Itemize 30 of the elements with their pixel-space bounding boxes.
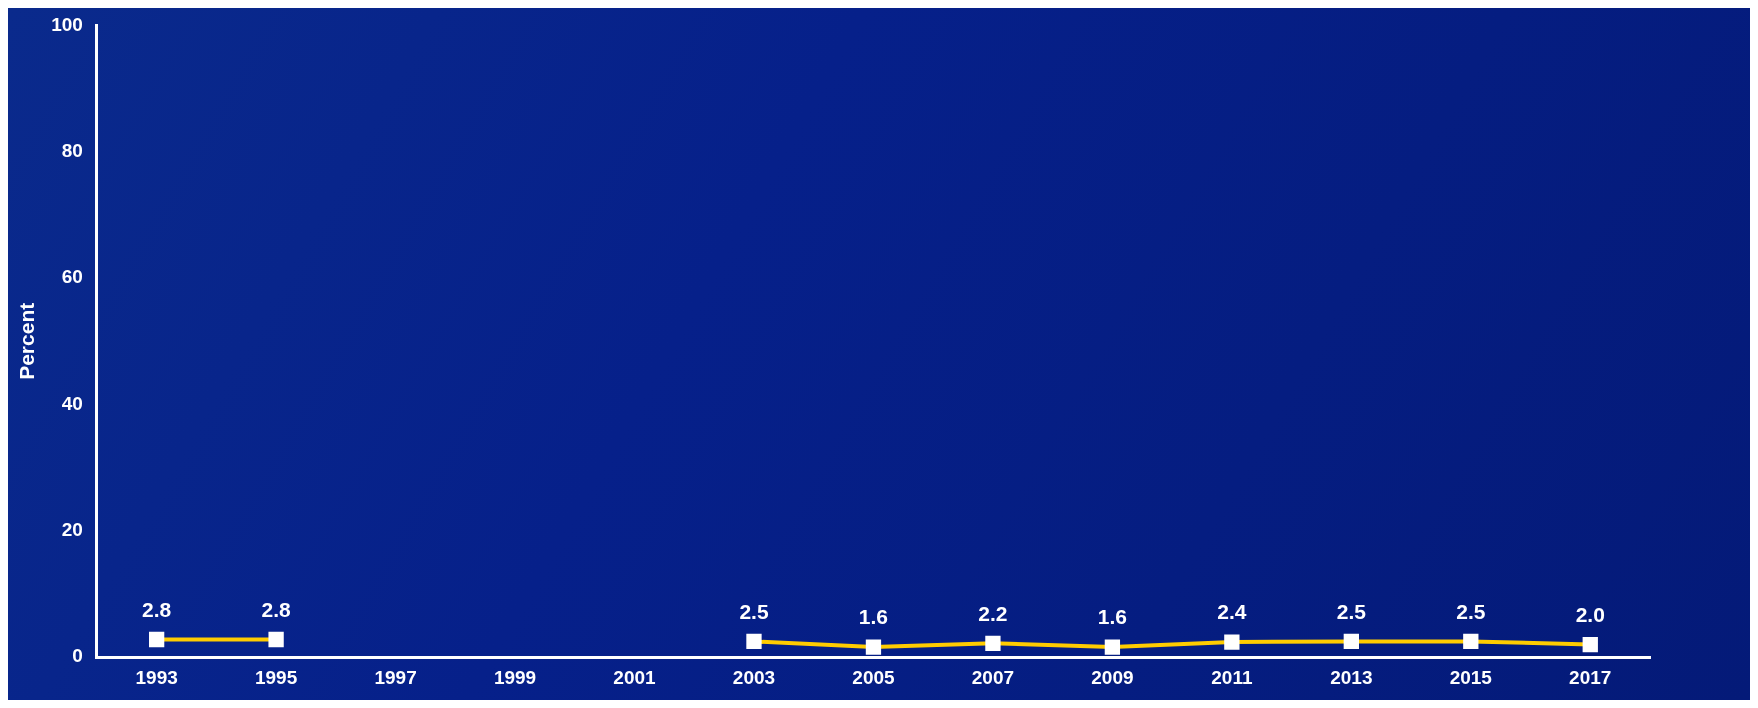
x-tick-label: 1997 bbox=[374, 666, 417, 688]
x-tick-label: 2015 bbox=[1449, 666, 1493, 688]
x-tick-label: 1995 bbox=[254, 666, 298, 688]
x-tick-label: 2009 bbox=[1091, 666, 1134, 688]
x-tick-label: 2001 bbox=[613, 666, 657, 688]
y-tick-label: 20 bbox=[61, 519, 83, 541]
data-label: 2.8 bbox=[142, 597, 172, 621]
y-axis-title: Percent bbox=[15, 302, 39, 380]
data-label: 2.5 bbox=[1456, 599, 1486, 623]
x-tick-label: 1993 bbox=[135, 666, 178, 688]
y-tick-label: 0 bbox=[72, 645, 83, 667]
x-tick-label: 1999 bbox=[493, 666, 537, 688]
data-label: 2.5 bbox=[739, 599, 769, 623]
data-label: 2.8 bbox=[261, 597, 292, 621]
data-label: 2.4 bbox=[1217, 600, 1247, 624]
y-tick-label: 40 bbox=[61, 392, 83, 414]
data-label: 2.0 bbox=[1575, 602, 1605, 626]
y-tick-label: 100 bbox=[51, 13, 83, 35]
x-tick-label: 2005 bbox=[852, 666, 896, 688]
data-label: 2.5 bbox=[1336, 599, 1367, 623]
data-label: 1.6 bbox=[858, 605, 889, 629]
x-tick-label: 2011 bbox=[1211, 666, 1253, 688]
y-tick-label: 80 bbox=[61, 139, 83, 161]
y-tick-label: 60 bbox=[61, 266, 83, 288]
x-tick-label: 2017 bbox=[1569, 666, 1612, 688]
x-tick-label: 2013 bbox=[1330, 666, 1373, 688]
x-tick-label: 2003 bbox=[732, 666, 776, 688]
x-tick-label: 2007 bbox=[971, 666, 1015, 688]
data-label: 2.2 bbox=[978, 601, 1008, 625]
data-label: 1.6 bbox=[1097, 605, 1127, 629]
